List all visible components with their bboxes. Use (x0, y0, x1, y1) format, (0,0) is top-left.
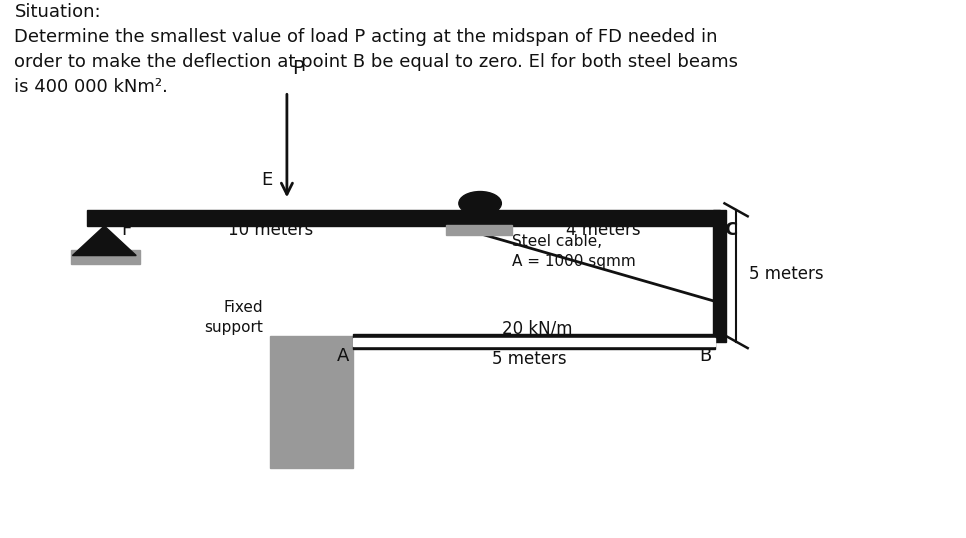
Text: A = 1000 sqmm: A = 1000 sqmm (512, 254, 636, 269)
Bar (353, 334, 715, 349)
Text: D: D (446, 221, 460, 239)
Text: Fixed
support: Fixed support (204, 300, 263, 335)
Text: E: E (261, 172, 272, 189)
Text: 5 meters: 5 meters (492, 350, 567, 367)
Text: Steel cable,: Steel cable, (512, 233, 602, 249)
Text: F: F (122, 221, 132, 239)
Bar (446, 225, 512, 235)
Bar (270, 336, 353, 468)
Text: Situation:
Determine the smallest value of load P acting at the midspan of FD ne: Situation: Determine the smallest value … (14, 3, 738, 96)
Polygon shape (72, 226, 136, 256)
Text: 10 meters: 10 meters (228, 221, 313, 239)
Text: B: B (699, 347, 711, 365)
Text: P: P (292, 59, 303, 78)
Bar (71, 250, 140, 264)
Bar (87, 210, 720, 226)
Text: 20 kN/m: 20 kN/m (502, 319, 572, 337)
Text: C: C (724, 221, 738, 239)
Bar (353, 338, 715, 346)
Text: 4 meters: 4 meters (566, 221, 641, 239)
Text: 5 meters: 5 meters (749, 265, 823, 284)
Text: A: A (337, 347, 350, 365)
Bar (714, 210, 726, 342)
Circle shape (459, 192, 501, 215)
